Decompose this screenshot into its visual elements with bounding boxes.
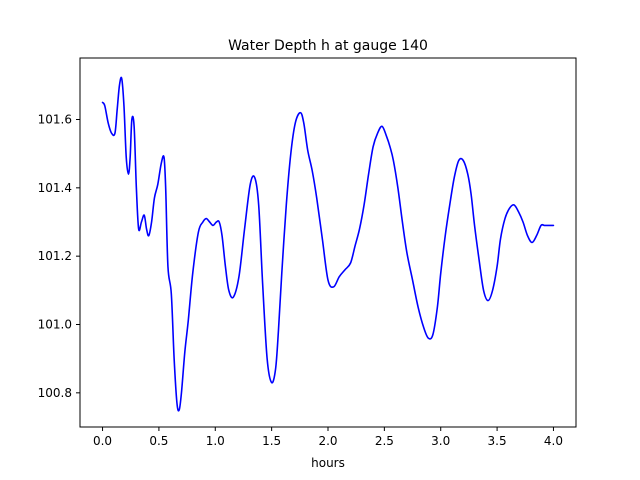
x-tick-label: 4.0	[544, 434, 563, 448]
series-line	[101, 76, 555, 412]
x-tick-label: 2.5	[375, 434, 394, 448]
plot-area-frame	[79, 57, 577, 428]
y-tick-label: 101.0	[38, 318, 72, 332]
y-tick-label: 100.8	[38, 386, 72, 400]
y-tick-label: 101.6	[38, 113, 72, 127]
x-tick-label: 1.0	[206, 434, 225, 448]
x-tick-label: 1.5	[262, 434, 281, 448]
x-axis-label: hours	[311, 456, 345, 470]
y-tick-label: 101.2	[38, 249, 72, 263]
chart-title: Water Depth h at gauge 140	[228, 38, 428, 54]
x-tick-label: 0.0	[93, 434, 112, 448]
x-tick-label: 0.5	[149, 434, 168, 448]
x-axis-ticks: 0.0 0.5 1.0 1.5 2.0 2.5 3.0 3.5 4.0	[93, 427, 563, 448]
x-tick-label: 3.0	[431, 434, 450, 448]
x-tick-label: 2.0	[318, 434, 337, 448]
y-axis-ticks: 100.8 101.0 101.2 101.4 101.6	[38, 113, 80, 400]
x-tick-label: 3.5	[488, 434, 507, 448]
y-tick-label: 101.4	[38, 181, 72, 195]
